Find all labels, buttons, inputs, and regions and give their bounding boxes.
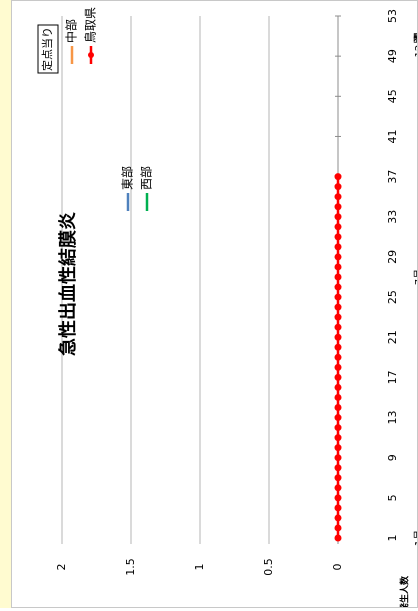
- data-point: [334, 414, 342, 422]
- data-point: [334, 404, 342, 411]
- plot-series: [334, 173, 342, 542]
- x-tick-label: 9: [386, 454, 399, 461]
- data-point: [334, 444, 342, 452]
- data-point: [334, 424, 342, 432]
- data-point: [334, 343, 342, 351]
- data-point: [334, 293, 342, 301]
- data-point: [334, 363, 342, 371]
- y-tick-label: 1.5: [124, 558, 137, 576]
- data-point: [334, 383, 342, 391]
- x-tick-label: 25: [386, 290, 399, 304]
- data-point: [334, 263, 342, 271]
- data-point: [334, 474, 342, 482]
- x-tick-label: 17: [386, 370, 399, 384]
- data-point: [334, 373, 342, 381]
- data-point: [334, 253, 342, 261]
- data-point: [334, 233, 342, 241]
- data-point: [334, 514, 342, 522]
- y-tick-label: 2: [55, 564, 68, 571]
- legend-label: 中部: [64, 19, 79, 43]
- data-point: [334, 353, 342, 361]
- legend-label: 鳥取県: [83, 7, 98, 43]
- definition-badge: 定点当り: [40, 27, 54, 71]
- month-label: 1月: [413, 530, 417, 546]
- legend-label: 西部: [139, 166, 154, 190]
- x-tick-label: 49: [386, 49, 399, 63]
- x-tick-label: 21: [386, 330, 399, 344]
- x-tick-label: 45: [386, 89, 399, 103]
- data-point: [334, 173, 342, 181]
- chart-title: 急性出血性結膜炎: [57, 212, 79, 356]
- data-point: [334, 183, 342, 191]
- x-tick-label: 13: [386, 411, 399, 425]
- x-axis-label: 週: [414, 32, 418, 42]
- data-point: [334, 434, 342, 442]
- chart-svg: 0 0.5 1 1.5 2 1 5 9 13 17 21 25 29 33 37 41 45 49 53 1月 7月…: [37, 7, 418, 611]
- data-point: [334, 333, 342, 341]
- month-label: 7月: [413, 269, 417, 285]
- y-tick-labels: 0 0.5 1 1.5 2: [55, 558, 344, 576]
- data-point: [334, 454, 342, 462]
- x-tick-label: 5: [386, 494, 399, 501]
- data-point: [334, 323, 342, 331]
- data-point: [334, 313, 342, 321]
- data-point: [334, 203, 342, 211]
- data-point: [334, 524, 342, 532]
- data-point: [334, 223, 342, 231]
- x-tick-label: 37: [386, 170, 399, 184]
- data-point: [334, 213, 342, 221]
- y-tick-label: 1: [193, 564, 206, 571]
- data-point: [334, 504, 342, 512]
- data-point: [334, 243, 342, 251]
- data-point: [334, 464, 342, 472]
- data-point: [334, 393, 342, 401]
- chart-area: 0 0.5 1 1.5 2 1 5 9 13 17 21 25 29 33 37 41 45 49 53 1月 7月…: [11, 0, 418, 611]
- data-point: [334, 273, 342, 281]
- month-labels: 1月 7月 12月: [413, 35, 418, 546]
- y-tick-label: 0.5: [262, 558, 275, 576]
- x-tick-label: 41: [386, 129, 399, 143]
- data-point: [334, 534, 342, 542]
- data-point: [334, 193, 342, 201]
- x-tick-label: 29: [386, 250, 399, 264]
- x-tick-labels: 1 5 9 13 17 21 25 29 33 37 41 45 49 53: [386, 9, 399, 542]
- data-point: [334, 283, 342, 291]
- y-axis-label: 発生人数: [399, 575, 411, 607]
- legend-label: 東部: [120, 166, 135, 190]
- x-tick-label: 53: [386, 9, 399, 23]
- legend-marker: [88, 52, 94, 58]
- x-tick-label: 33: [386, 210, 399, 224]
- data-point: [334, 494, 342, 502]
- x-tick-label: 1: [386, 535, 399, 542]
- definition-badge-box: [37, 24, 59, 74]
- y-tick-label: 0: [331, 564, 344, 571]
- data-point: [334, 303, 342, 311]
- grid-lines: [61, 15, 341, 544]
- data-point: [334, 484, 342, 492]
- month-label: 12月: [413, 35, 417, 58]
